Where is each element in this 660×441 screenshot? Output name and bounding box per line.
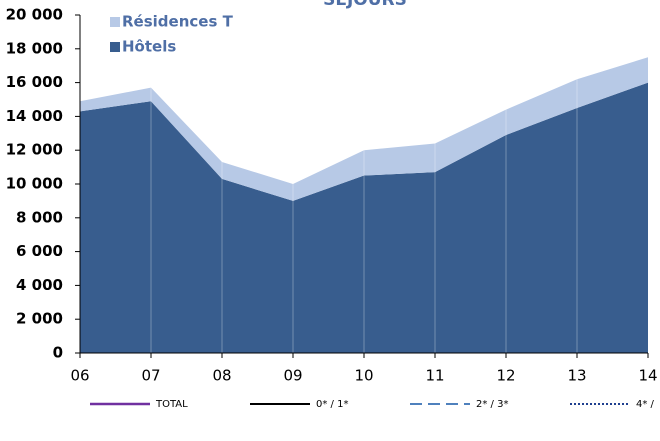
x-tick-label: 12 <box>496 367 515 385</box>
y-tick-label: 6 000 <box>16 242 63 260</box>
legend-label: 4* / <box>636 399 655 410</box>
x-tick-label: 07 <box>141 367 160 385</box>
x-tick-label: 06 <box>70 367 89 385</box>
legend-label: 0* / 1* <box>316 399 348 410</box>
x-tick-label: 11 <box>425 367 444 385</box>
legend-swatch <box>110 17 120 27</box>
y-tick-label: 16 000 <box>6 73 63 91</box>
x-tick-label: 09 <box>283 367 302 385</box>
y-tick-label: 18 000 <box>6 39 63 57</box>
y-tick-label: 12 000 <box>6 141 63 159</box>
x-tick-label: 10 <box>354 367 373 385</box>
legend-label: Résidences T <box>122 13 234 31</box>
area <box>80 57 648 201</box>
y-tick-label: 14 000 <box>6 107 63 125</box>
y-tick-label: 0 <box>53 344 63 362</box>
y-tick-label: 20 000 <box>6 6 63 24</box>
chart-title: SEJOURS <box>323 0 407 10</box>
y-tick-label: 2 000 <box>16 310 63 328</box>
x-tick-label: 08 <box>212 367 231 385</box>
y-tick-label: 8 000 <box>16 208 63 226</box>
area <box>80 82 648 353</box>
legend-label: TOTAL <box>155 399 188 410</box>
legend-label: Hôtels <box>122 38 176 56</box>
y-tick-label: 10 000 <box>6 175 63 193</box>
legend-label: 2* / 3* <box>476 399 508 410</box>
x-tick-label: 14 <box>638 367 657 385</box>
y-tick-label: 4 000 <box>16 276 63 294</box>
legend-swatch <box>110 42 120 52</box>
x-tick-label: 13 <box>567 367 586 385</box>
